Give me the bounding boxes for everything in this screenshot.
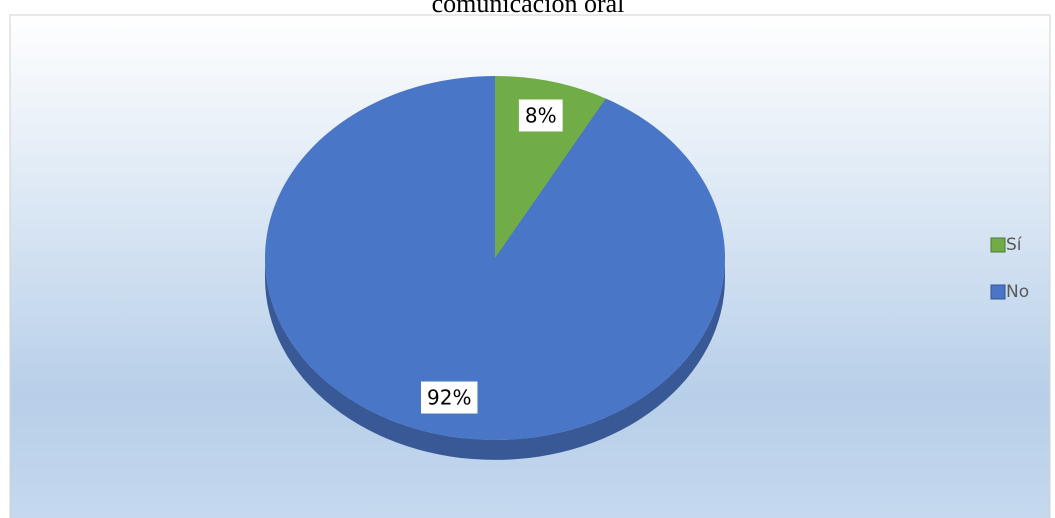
data-label-text: 8% (525, 103, 557, 127)
legend-swatch (990, 284, 1006, 300)
pie-slice (265, 76, 726, 441)
data-label-box (518, 99, 563, 132)
data-label: 92% (421, 381, 478, 414)
legend-label: No (1006, 282, 1029, 302)
data-label: 8% (518, 99, 563, 132)
chart-title: comunicación oral (432, 0, 625, 18)
data-label-box (421, 381, 478, 414)
legend-swatch (990, 237, 1006, 253)
legend-label: Sí (1006, 235, 1023, 255)
data-label-text: 92% (427, 386, 471, 410)
